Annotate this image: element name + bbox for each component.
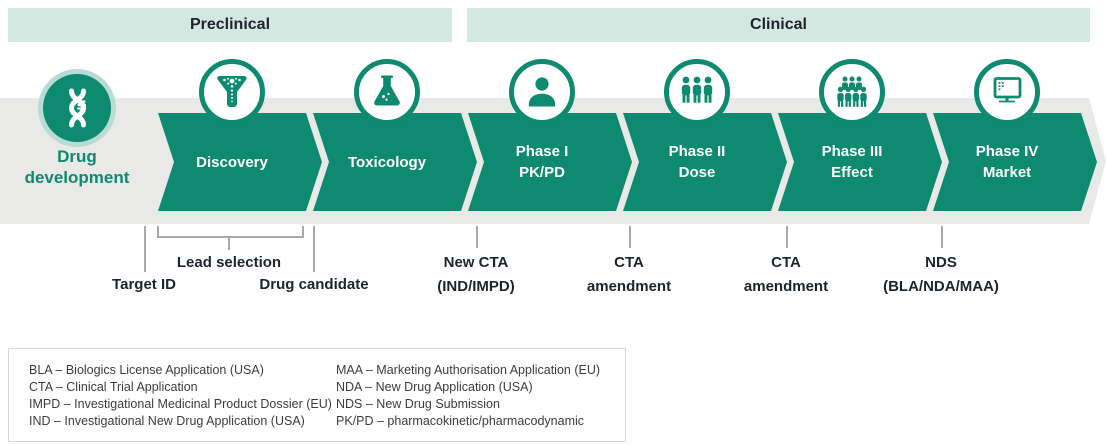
milestone-tick-cta-amendment-1 <box>629 226 631 248</box>
legend-item: MAA – Marketing Authorisation Applicatio… <box>336 363 601 377</box>
milestone-tick-nds <box>941 226 943 248</box>
milestone-tick-new-cta <box>476 226 478 248</box>
milestone-tick-drug-candidate <box>313 226 315 272</box>
legend-item: BLA – Biologics License Application (USA… <box>29 363 264 377</box>
stage-arrow-phase1: Phase I PK/PD <box>468 113 632 211</box>
monitor-icon <box>974 59 1040 125</box>
stage-arrow-discovery: Discovery <box>158 113 322 211</box>
crowd-icon <box>819 59 885 125</box>
legend-item: IMPD – Investigational Medicinal Product… <box>29 397 332 411</box>
people-icon <box>664 59 730 125</box>
drug-development-label: Drug development <box>24 147 130 187</box>
milestone-label-nds: NDS (BLA/NDA/MAA) <box>883 254 999 295</box>
legend-item: IND – Investigational New Drug Applicati… <box>29 414 305 428</box>
dna-icon <box>38 69 116 147</box>
lead-selection-bracket-stem <box>228 236 230 250</box>
milestone-label-new-cta: New CTA (IND/IMPD) <box>437 254 515 295</box>
dna-helix-glyph <box>68 88 87 128</box>
stage-label: Phase III Effect <box>821 143 883 181</box>
flask-icon <box>354 59 420 125</box>
stage-label: Phase IV Market <box>975 143 1039 181</box>
abbreviation-legend-box: BLA – Biologics License Application (USA… <box>8 348 626 442</box>
clinical-band: Clinical <box>467 8 1090 42</box>
legend-item: NDA – New Drug Application (USA) <box>336 380 533 394</box>
milestone-tick-target-id <box>144 226 146 272</box>
crowd-glyph <box>837 76 867 107</box>
milestone-label-drug-candidate: Drug candidate <box>259 276 369 293</box>
lead-selection-bracket <box>157 226 304 238</box>
dna-icon-circle <box>43 74 111 142</box>
legend-item: PK/PD – pharmacokinetic/pharmacodynamic <box>336 414 585 428</box>
clinical-label: Clinical <box>750 16 807 33</box>
legend-item: NDS – New Drug Submission <box>336 397 500 411</box>
milestone-label-cta-amendment-1: CTA amendment <box>586 254 672 295</box>
person-icon <box>509 59 575 125</box>
funnel-icon <box>199 59 265 125</box>
person-glyph <box>528 77 556 107</box>
stage-arrow-phase4: Phase IV Market <box>933 113 1097 211</box>
stage-label: Phase I PK/PD <box>515 143 569 181</box>
monitor-glyph <box>993 77 1022 103</box>
milestone-label-cta-amendment-2: CTA amendment <box>743 254 829 295</box>
people-glyph <box>681 76 713 103</box>
legend-column-right: MAA – Marketing Authorisation Applicatio… <box>336 362 600 430</box>
stage-label: Toxicology <box>347 153 427 171</box>
stage-arrow-toxicology: Toxicology <box>313 113 477 211</box>
legend-item: CTA – Clinical Trial Application <box>29 380 198 394</box>
milestone-label-target-id: Target ID <box>112 276 176 293</box>
stage-arrow-phase2: Phase II Dose <box>623 113 787 211</box>
flask-glyph <box>374 75 400 106</box>
stage-label: Phase II Dose <box>668 143 726 181</box>
milestone-label-lead-selection: Lead selection <box>176 254 282 271</box>
preclinical-label: Preclinical <box>189 16 271 33</box>
milestone-tick-cta-amendment-2 <box>786 226 788 248</box>
legend-column-left: BLA – Biologics License Application (USA… <box>29 362 332 430</box>
stage-arrow-phase3: Phase III Effect <box>778 113 942 211</box>
funnel-glyph <box>217 76 247 107</box>
preclinical-band: Preclinical <box>8 8 452 42</box>
stage-label: Discovery <box>196 153 268 171</box>
